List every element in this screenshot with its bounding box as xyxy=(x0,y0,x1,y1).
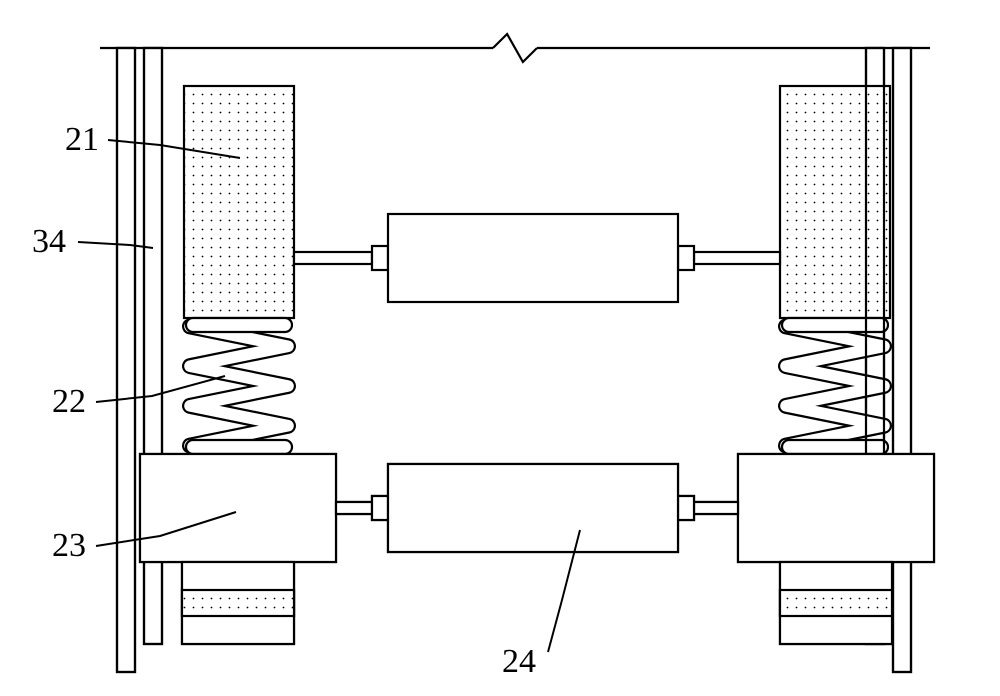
break-symbol xyxy=(493,34,537,62)
left-spring-bottom-cap xyxy=(186,440,292,454)
label-n23: 23 xyxy=(52,527,86,564)
lower-roller-top-body xyxy=(388,464,678,552)
label-n24: 24 xyxy=(502,643,536,680)
left-foot-dotted-top xyxy=(182,590,294,616)
lower-roller-top-right-pin xyxy=(694,502,738,514)
left-spring-top-cap xyxy=(186,318,292,332)
right-spring-bottom-cap xyxy=(782,440,888,454)
upper-roller-body xyxy=(388,214,678,302)
lower-roller-top-left-pin xyxy=(336,502,372,514)
label-n22: 22 xyxy=(52,383,86,420)
label-n34: 34 xyxy=(32,223,66,260)
left-dotted-column xyxy=(184,86,294,318)
lower-roller-top-left-stub xyxy=(372,496,388,520)
upper-roller-left-stub xyxy=(372,246,388,270)
right-outer-rail xyxy=(893,48,911,672)
lower-roller-top-right-stub xyxy=(678,496,694,520)
left-block-top xyxy=(140,454,336,562)
upper-roller-right-stub xyxy=(678,246,694,270)
right-spring-top-cap xyxy=(782,318,888,332)
leader-n34 xyxy=(78,242,153,248)
upper-roller-left-pin xyxy=(294,252,372,264)
right-foot-dotted-top xyxy=(780,590,892,616)
label-n21: 21 xyxy=(65,121,99,158)
upper-roller-right-pin xyxy=(694,252,780,264)
right-block-top xyxy=(738,454,934,562)
right-dotted-column xyxy=(780,86,890,318)
